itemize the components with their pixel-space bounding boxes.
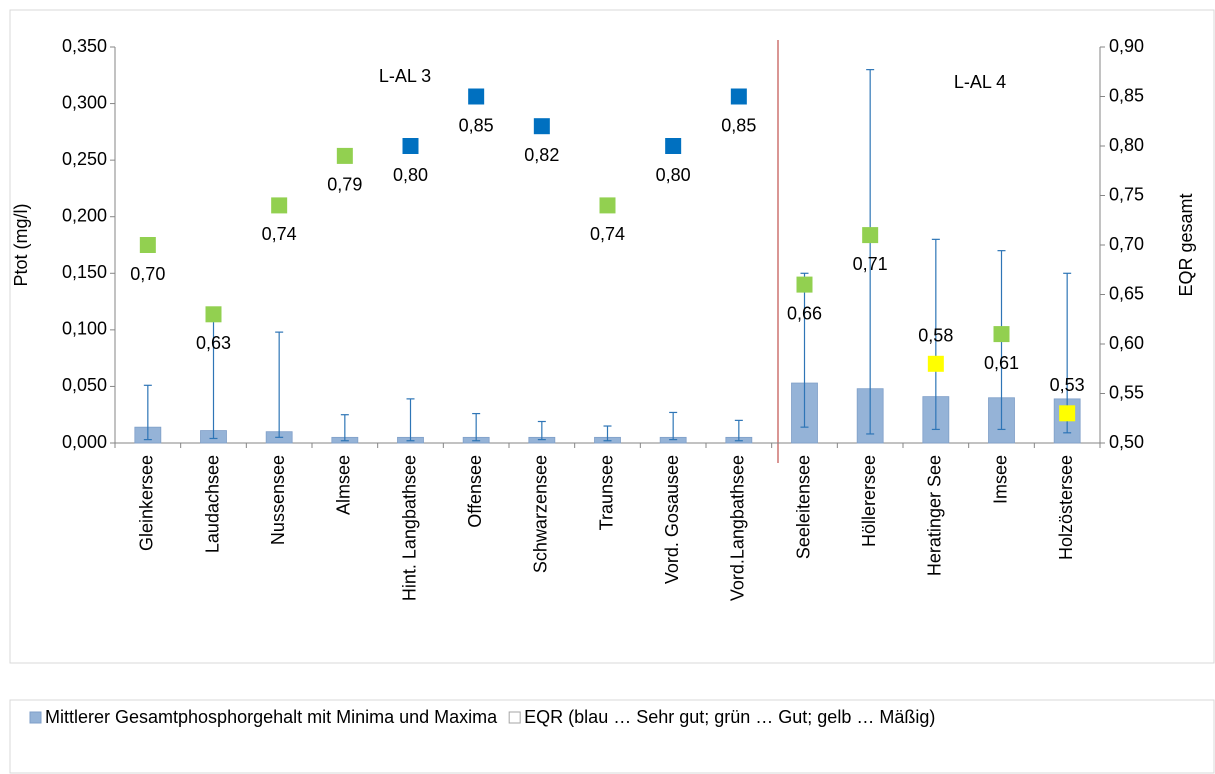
eqr-point (1059, 405, 1076, 422)
data-label: 0,71 (853, 254, 888, 274)
legend-label: EQR (blau … Sehr gut; grün … Gut; gelb …… (524, 707, 935, 727)
y2-axis-label: EQR gesamt (1176, 193, 1196, 296)
y2-tick-label: 0,70 (1109, 234, 1144, 254)
eqr-point (139, 237, 156, 253)
y-axis-label: Ptot (mg/l) (11, 203, 31, 286)
y2-tick-label: 0,90 (1109, 36, 1144, 56)
x-tick-label: Hint. Langbathsee (399, 455, 419, 601)
y2-tick-label: 0,65 (1109, 283, 1144, 303)
eqr-point (927, 355, 944, 372)
eqr-point (468, 88, 485, 105)
data-label: 0,85 (721, 115, 756, 135)
data-label: 0,58 (918, 326, 953, 346)
data-label: 0,80 (656, 165, 691, 185)
eqr-point (336, 147, 353, 164)
eqr-point (271, 197, 288, 214)
x-tick-label: Almsee (334, 455, 354, 515)
x-tick-label: Gleinkersee (137, 455, 157, 551)
data-label: 0,53 (1050, 375, 1085, 395)
y-tick-label: 0,000 (62, 432, 107, 452)
x-tick-label: Holzöstersee (1056, 455, 1076, 560)
data-label: 0,61 (984, 353, 1019, 373)
y2-tick-label: 0,60 (1109, 333, 1144, 353)
y-tick-label: 0,350 (62, 36, 107, 56)
chart-frame (9, 9, 1215, 664)
y2-tick-label: 0,50 (1109, 432, 1144, 452)
x-tick-label: Vord. Gosausee (662, 455, 682, 584)
data-label: 0,85 (459, 115, 494, 135)
eqr-point (796, 276, 813, 293)
data-label: 0,74 (262, 224, 297, 244)
data-label: 0,82 (524, 145, 559, 165)
y-tick-label: 0,050 (62, 375, 107, 395)
x-tick-label: Offensee (465, 455, 485, 528)
data-label: 0,74 (590, 224, 625, 244)
data-label: 0,63 (196, 333, 231, 353)
x-tick-label: Höllerersee (859, 455, 879, 547)
x-tick-label: Traunsee (596, 455, 616, 530)
legend-frame (9, 699, 1215, 774)
legend-swatch (508, 711, 521, 724)
eqr-point (862, 227, 879, 244)
y-tick-label: 0,150 (62, 262, 107, 282)
eqr-point (665, 138, 682, 154)
y-tick-label: 0,100 (62, 319, 107, 339)
y-tick-label: 0,200 (62, 205, 107, 225)
x-tick-label: Heratinger See (925, 455, 945, 576)
x-tick-label: Laudachsee (202, 455, 222, 553)
x-tick-label: Imsee (990, 455, 1010, 504)
legend-label: Mittlerer Gesamtphosphorgehalt mit Minim… (45, 707, 498, 727)
x-tick-label: Schwarzensee (531, 455, 551, 573)
x-tick-label: Seeleitensee (793, 455, 813, 559)
data-label: 0,79 (327, 175, 362, 195)
y2-tick-label: 0,85 (1109, 85, 1144, 105)
y2-tick-label: 0,75 (1109, 184, 1144, 204)
eqr-point (599, 197, 616, 214)
data-label: 0,70 (130, 264, 165, 284)
eqr-point (533, 118, 550, 135)
eqr-point (402, 138, 419, 154)
eqr-point (205, 306, 222, 323)
data-label: 0,80 (393, 165, 428, 185)
annotation: L-AL 4 (954, 72, 1006, 92)
eqr-point (730, 88, 747, 105)
y-tick-label: 0,250 (62, 149, 107, 169)
x-tick-label: Vord.Langbathsee (728, 455, 748, 601)
y2-tick-label: 0,80 (1109, 135, 1144, 155)
annotation: L-AL 3 (379, 66, 431, 86)
y2-tick-label: 0,55 (1109, 382, 1144, 402)
x-tick-label: Nussensee (268, 455, 288, 545)
eqr-point (993, 326, 1010, 343)
y-tick-label: 0,300 (62, 92, 107, 112)
legend-swatch (29, 711, 42, 724)
data-label: 0,66 (787, 303, 822, 323)
